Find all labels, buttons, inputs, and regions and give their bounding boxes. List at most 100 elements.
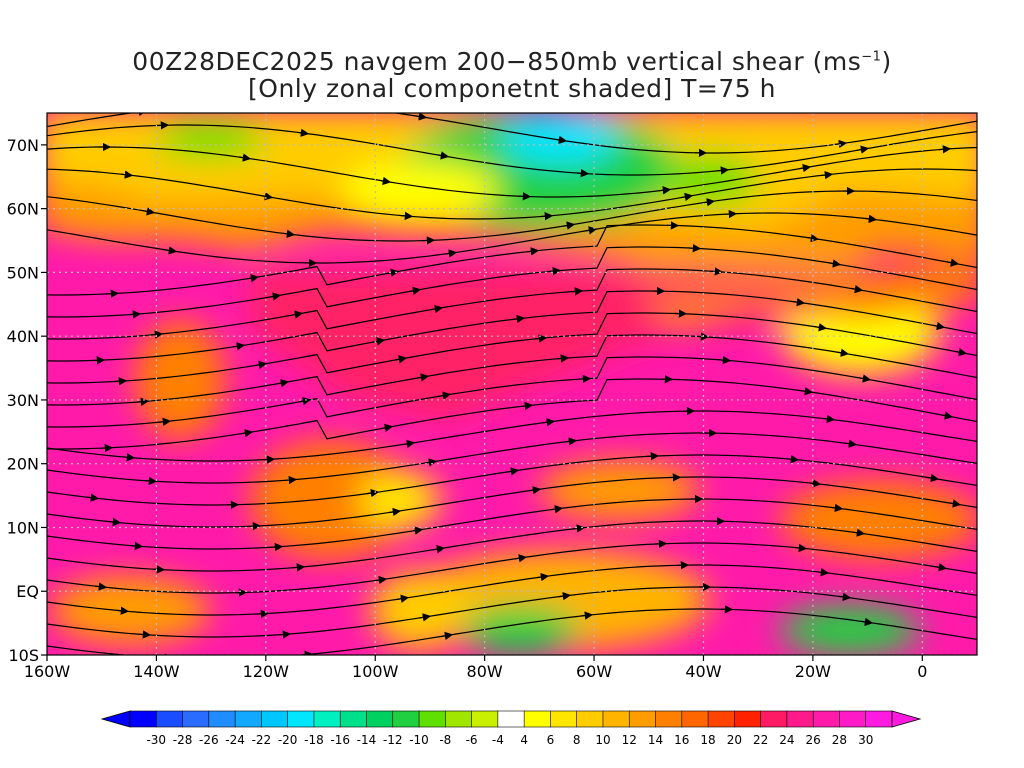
streamline-arrow bbox=[372, 337, 386, 346]
streamline-arrow bbox=[232, 342, 246, 351]
streamline-arrow bbox=[932, 321, 946, 331]
streamline-arrow bbox=[94, 582, 108, 591]
colorbar-label: -26 bbox=[199, 733, 219, 747]
streamline-arrow bbox=[946, 258, 960, 267]
colorbar-label: -16 bbox=[330, 733, 350, 747]
streamline-arrow bbox=[860, 617, 874, 627]
streamline-arrow bbox=[836, 348, 850, 357]
x-tick-label: 40W bbox=[685, 662, 721, 681]
colorbar-label: 16 bbox=[674, 733, 689, 747]
streamline-arrow bbox=[260, 192, 274, 201]
colorbar-label: 22 bbox=[753, 733, 768, 747]
streamline-arrow bbox=[436, 151, 450, 160]
streamline bbox=[47, 586, 977, 638]
streamline-arrow bbox=[366, 488, 380, 498]
streamline bbox=[47, 520, 977, 572]
streamline-arrow bbox=[680, 192, 694, 202]
streamline-arrow bbox=[380, 423, 394, 433]
streamline-arrow bbox=[388, 507, 402, 517]
colorbar-max-arrow bbox=[891, 710, 922, 728]
streamline-arrow bbox=[296, 128, 310, 137]
colorbar-swatch bbox=[628, 710, 657, 728]
streamline-arrow bbox=[150, 330, 164, 339]
colorbar-label: -10 bbox=[409, 733, 429, 747]
streamline-arrow bbox=[164, 246, 178, 255]
streamline-arrow bbox=[526, 247, 540, 256]
colorbar-label: -8 bbox=[439, 733, 451, 747]
streamline-arrow bbox=[550, 505, 564, 514]
y-tick-label: 60N bbox=[7, 200, 39, 219]
map-frame bbox=[46, 112, 978, 656]
streamline-arrow bbox=[276, 378, 290, 388]
colorbar-label: -24 bbox=[225, 733, 245, 747]
streamline-arrow bbox=[374, 575, 388, 585]
streamline-arrow bbox=[570, 287, 584, 296]
streamline-arrow bbox=[658, 186, 672, 195]
streamline-arrow bbox=[290, 310, 304, 319]
x-tick-label: 120W bbox=[243, 662, 290, 681]
y-axis-ticks: 70N 60N 50N 40N 30N 20N 10N EQ 10S bbox=[7, 136, 47, 665]
streamline bbox=[47, 312, 977, 384]
y-tick-label: 30N bbox=[7, 391, 39, 410]
colorbar-swatch bbox=[523, 710, 552, 728]
streamline-arrow bbox=[246, 274, 260, 283]
streamline-arrow bbox=[584, 226, 598, 235]
streamline-arrow bbox=[576, 169, 590, 178]
colorbar-label: -30 bbox=[146, 733, 166, 747]
colorbar-label: 28 bbox=[832, 733, 847, 747]
streamline-arrow bbox=[710, 267, 724, 276]
colorbar-label: 26 bbox=[806, 733, 821, 747]
streamline-arrow bbox=[844, 439, 858, 448]
streamline-arrow bbox=[834, 139, 848, 149]
streamline-arrow bbox=[238, 153, 252, 162]
streamline-arrow bbox=[402, 439, 416, 449]
streamline-arrow bbox=[702, 198, 716, 207]
colorbar-swatch bbox=[576, 710, 604, 728]
streamline-arrow bbox=[864, 214, 878, 224]
streamline-arrow bbox=[120, 170, 134, 179]
colorbar-swatch bbox=[287, 710, 315, 728]
streamline-arrow bbox=[506, 467, 520, 476]
streamline bbox=[47, 290, 977, 362]
streamline-arrow bbox=[268, 292, 282, 301]
streamline bbox=[47, 268, 977, 340]
streamline bbox=[47, 356, 977, 428]
streamline-arrow bbox=[534, 334, 548, 343]
streamline-arrow bbox=[440, 631, 454, 641]
streamline-arrow bbox=[418, 613, 432, 622]
streamline-arrow bbox=[808, 479, 822, 488]
streamline bbox=[47, 246, 977, 318]
streamline-arrow bbox=[564, 437, 578, 446]
colorbar-swatch bbox=[418, 710, 446, 728]
streamline-arrow bbox=[850, 284, 864, 294]
colorbar-label: 14 bbox=[648, 733, 663, 747]
colorbar-swatch bbox=[208, 710, 236, 728]
colorbar: -30 -28 -26 -24 -22 -20 -18 -16 -14 -12 -10 -8 -6 -4 4… bbox=[100, 710, 922, 747]
colorbar-swatch bbox=[471, 710, 499, 728]
streamline-arrow bbox=[938, 145, 952, 154]
streamline-arrow bbox=[816, 568, 830, 577]
colorbar-label: 6 bbox=[547, 733, 555, 747]
streamline-arrow bbox=[856, 145, 870, 154]
x-tick-label: 140W bbox=[133, 662, 180, 681]
colorbar-label: -14 bbox=[357, 733, 377, 747]
x-tick-label: 20W bbox=[795, 662, 831, 681]
streamline-arrow bbox=[572, 524, 586, 533]
streamline-arrow bbox=[278, 630, 292, 639]
streamline-arrow bbox=[954, 347, 968, 357]
colorbar-label: 24 bbox=[779, 733, 794, 747]
colorbar-swatch bbox=[707, 710, 735, 728]
streamline-arrow bbox=[716, 166, 730, 175]
streamline-arrow bbox=[852, 528, 866, 537]
colorbar-swatch bbox=[261, 710, 289, 728]
streamline-arrow bbox=[144, 476, 158, 486]
streamline-arrow bbox=[424, 458, 438, 467]
streamlines bbox=[47, 113, 977, 655]
colorbar-swatch bbox=[497, 710, 525, 728]
colorbar-swatch bbox=[129, 710, 157, 728]
streamline-arrow bbox=[562, 221, 576, 230]
streamline-arrow bbox=[292, 563, 306, 572]
colorbar-swatch bbox=[655, 710, 683, 728]
streamline bbox=[47, 190, 977, 242]
